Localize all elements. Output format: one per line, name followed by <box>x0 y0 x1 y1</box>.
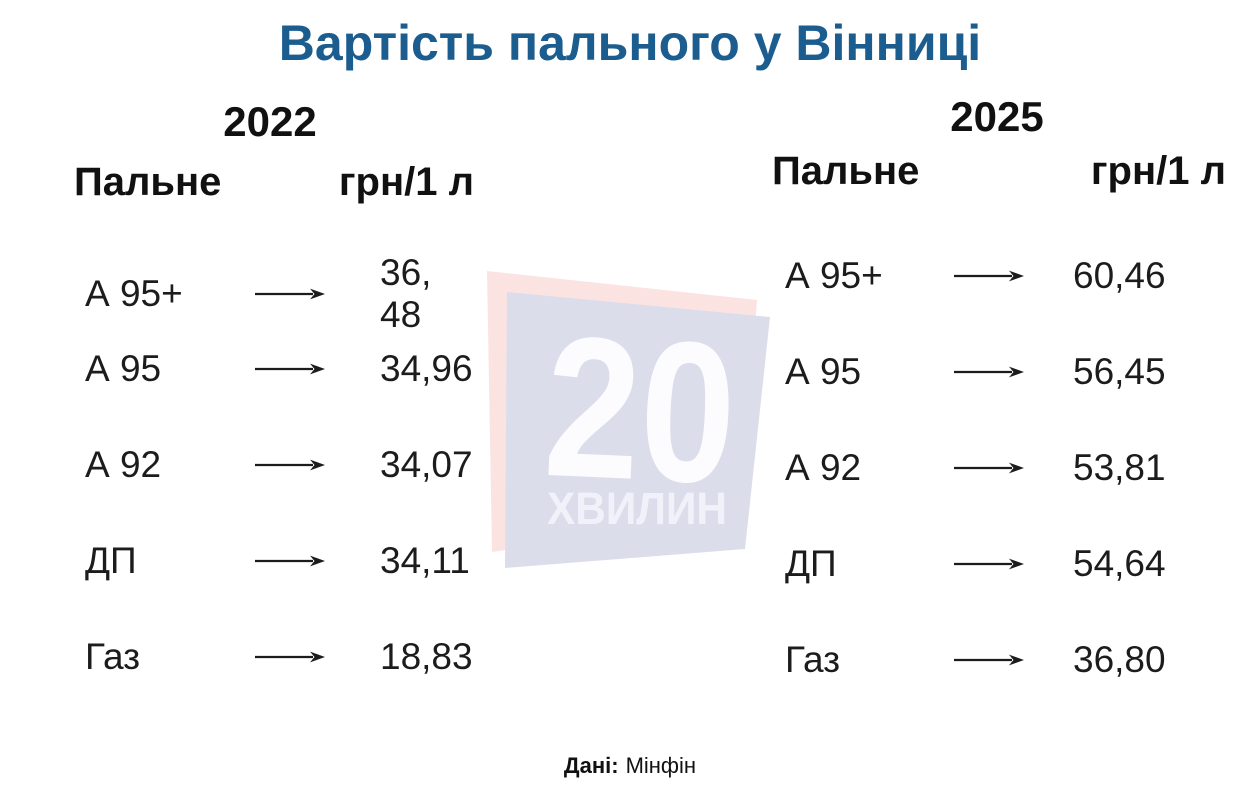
arrow-icon <box>954 270 1024 282</box>
price-value: 34,96 <box>380 348 473 389</box>
table-row: ДП 54,64 <box>764 543 1230 584</box>
arrow-icon <box>254 459 325 471</box>
table-row: Газ 18,83 <box>60 636 480 677</box>
table-rows-2022: А 95+ 36, 48 А 95 34,96 А 92 34,07 ДП 34… <box>60 252 480 732</box>
table-row: Газ 36,80 <box>764 639 1230 680</box>
price-value: 18,83 <box>380 636 473 677</box>
arrow-icon <box>954 462 1024 474</box>
column-header-price: грн/1 л <box>338 160 474 204</box>
price-value: 56,45 <box>1073 351 1166 392</box>
table-row: А 95+ 60,46 <box>764 255 1230 296</box>
watermark-number: 20 <box>541 295 741 526</box>
price-value: 36,80 <box>1073 639 1166 680</box>
year-header-2022: 2022 <box>223 98 317 145</box>
table-row: А 92 53,81 <box>764 447 1230 488</box>
source-label: Дані: <box>563 753 619 778</box>
fuel-label: А 92 <box>85 444 162 485</box>
arrow-icon <box>254 651 325 663</box>
column-headers-2022: Пальне грн/1 л <box>60 159 480 205</box>
fuel-label: А 95 <box>785 351 862 392</box>
source-name: Мінфін <box>625 753 697 778</box>
arrow-icon <box>954 558 1024 570</box>
fuel-label: А 95 <box>85 348 162 389</box>
fuel-label: Газ <box>85 636 141 677</box>
price-value: 53,81 <box>1073 447 1166 488</box>
source-note: Дані: Мінфін <box>0 753 1260 779</box>
column-headers-2025: Пальне грн/1 л <box>764 148 1230 194</box>
fuel-label: А 95+ <box>785 255 883 296</box>
arrow-icon <box>254 363 325 375</box>
fuel-label: А 95+ <box>85 273 183 314</box>
price-value: 34,07 <box>380 444 473 485</box>
fuel-label: А 92 <box>785 447 862 488</box>
table-row: А 92 34,07 <box>60 444 480 485</box>
table-row: А 95 56,45 <box>764 351 1230 392</box>
price-value: 34,11 <box>380 540 470 581</box>
year-header-2025: 2025 <box>950 93 1044 140</box>
watermark-front-square <box>505 292 770 568</box>
watermark-back-square <box>487 271 757 552</box>
arrow-icon <box>954 366 1024 378</box>
fuel-table-2022: 2022 Пальне грн/1 л А 95+ 36, 48 А 95 34… <box>60 97 480 717</box>
column-header-price: грн/1 л <box>1090 149 1226 193</box>
arrow-icon <box>954 654 1024 666</box>
table-row: А 95+ 36, 48 <box>60 252 480 335</box>
table-rows-2025: А 95+ 60,46 А 95 56,45 А 92 53,81 ДП 54,… <box>764 255 1230 735</box>
column-header-fuel: Пальне <box>74 160 222 204</box>
table-row: ДП 34,11 <box>60 540 480 581</box>
watermark-word: ХВИЛИН <box>547 483 727 534</box>
fuel-table-2025: 2025 Пальне грн/1 л А 95+ 60,46 А 95 56,… <box>764 92 1230 717</box>
arrow-icon <box>254 288 325 300</box>
fuel-label: Газ <box>785 639 841 680</box>
column-header-fuel: Пальне <box>772 149 920 193</box>
fuel-label: ДП <box>85 540 137 581</box>
price-value: 36, 48 <box>380 252 432 335</box>
fuel-label: ДП <box>785 543 837 584</box>
price-value: 54,64 <box>1073 543 1166 584</box>
arrow-icon <box>254 555 325 567</box>
price-value: 60,46 <box>1073 255 1166 296</box>
table-row: А 95 34,96 <box>60 348 480 389</box>
page-title: Вартість пального у Вінниці <box>278 15 982 71</box>
